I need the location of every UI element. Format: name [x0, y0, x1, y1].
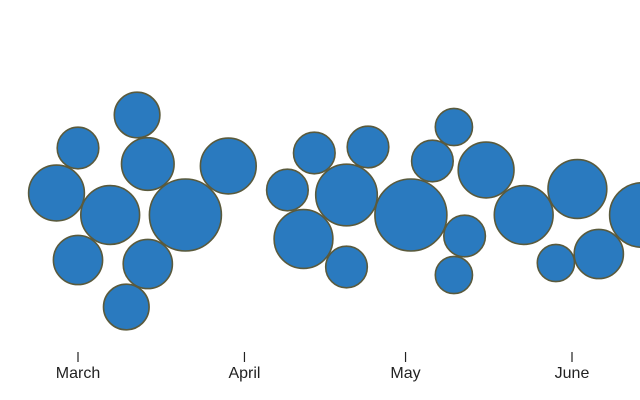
bubble-point-26	[608, 182, 640, 248]
bubble-point-2	[56, 126, 100, 170]
bubble-point-22	[493, 184, 554, 246]
bubble-point-13	[314, 163, 379, 227]
bubble-point-16	[374, 178, 448, 252]
bubble-point-7	[120, 136, 175, 192]
bubble-point-23	[536, 243, 576, 283]
x-axis: March April May June	[56, 352, 590, 382]
bubble-point-10	[265, 168, 310, 212]
x-tick-label-june: June	[555, 365, 590, 382]
bubble-point-11	[273, 208, 334, 270]
bubble-point-25	[573, 228, 625, 280]
bubble-point-21	[457, 141, 515, 199]
bubble-point-3	[79, 184, 141, 246]
bubble-point-12	[292, 131, 336, 175]
x-tick-label-may: May	[390, 365, 420, 382]
x-tick-label-april: April	[228, 365, 260, 382]
bubble-point-17	[410, 139, 455, 183]
bubble-point-0	[27, 164, 86, 222]
bubble-point-20	[443, 214, 487, 258]
bubble-point-1	[52, 234, 104, 286]
bubbles-layer	[27, 91, 640, 331]
bubble-point-8	[148, 178, 223, 252]
bubble-point-15	[346, 125, 390, 169]
bubble-point-5	[113, 91, 161, 139]
bubble-point-19	[434, 107, 474, 147]
x-tick-label-march: March	[56, 365, 100, 382]
bubble-point-24	[547, 158, 608, 220]
bubble-point-4	[102, 283, 150, 331]
bubble-point-6	[122, 238, 174, 290]
bubble-point-18	[434, 255, 474, 295]
bubble-point-14	[324, 245, 369, 289]
bubble-point-9	[199, 137, 258, 195]
